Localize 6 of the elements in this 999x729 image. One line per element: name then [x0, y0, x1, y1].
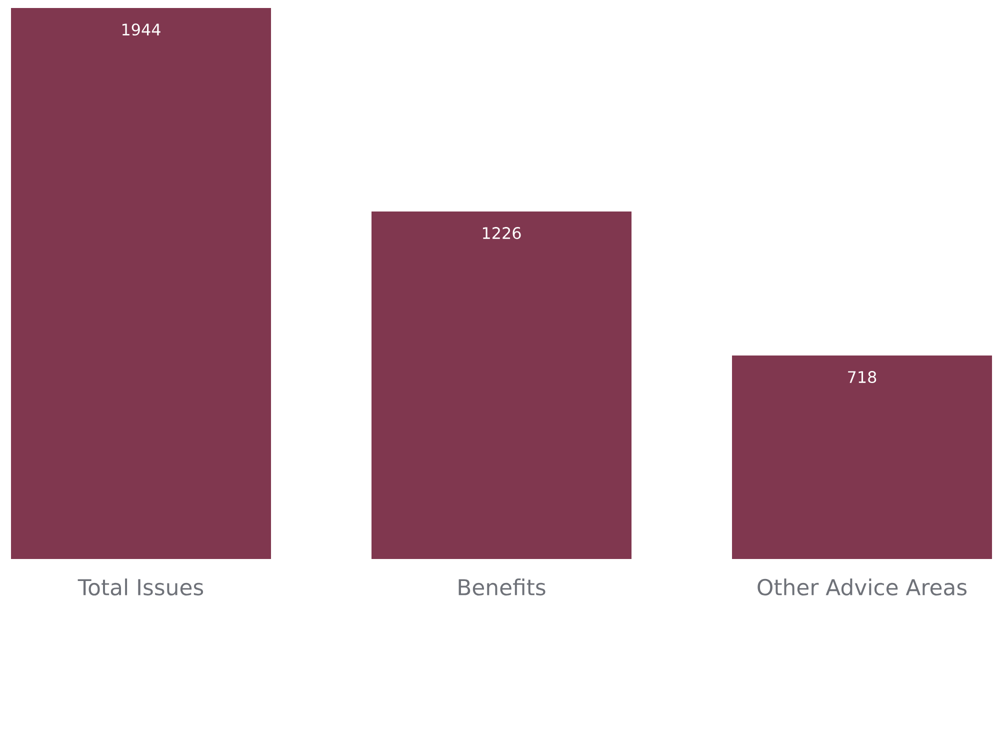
x-tick-label: Total Issues — [78, 578, 204, 596]
data-label: 1944 — [122, 23, 160, 36]
x-tick-label: Other Advice Areas — [758, 578, 967, 596]
x-tick-label: Benefits — [458, 578, 546, 596]
data-label: 718 — [848, 370, 876, 384]
data-label: 1226 — [482, 226, 521, 240]
